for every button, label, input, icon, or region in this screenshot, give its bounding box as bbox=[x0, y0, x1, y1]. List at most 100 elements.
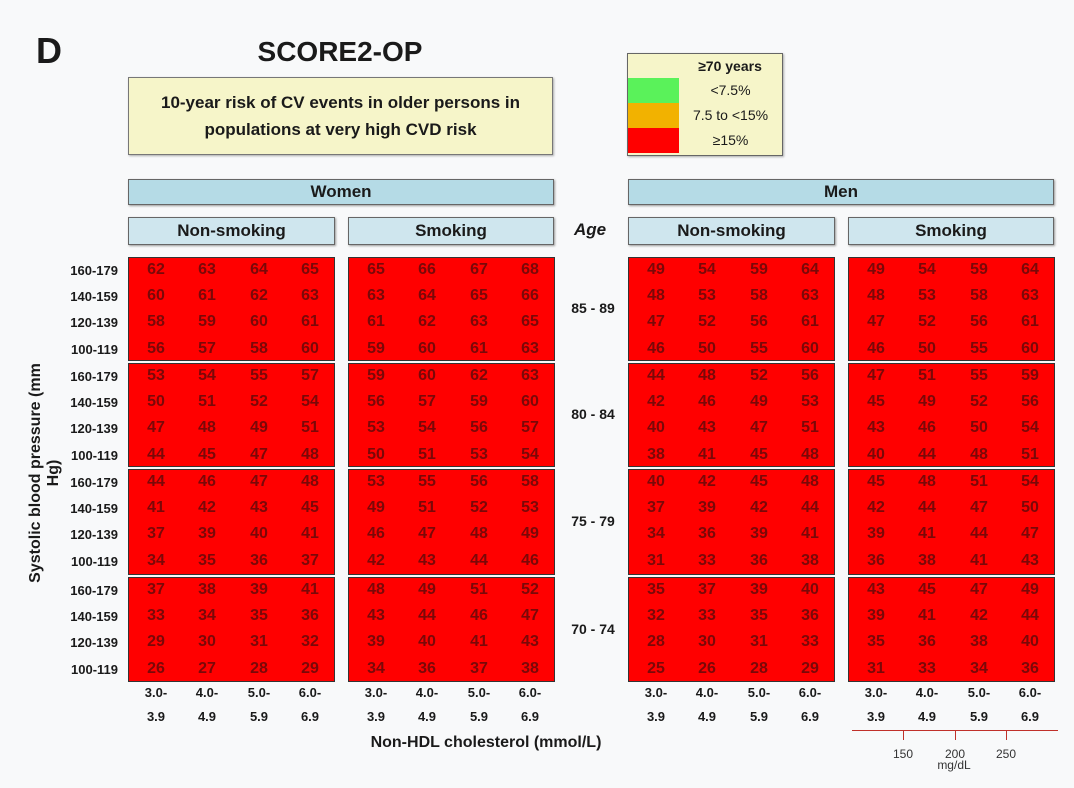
chart-title: SCORE2-OP bbox=[257, 36, 423, 67]
risk-cell: 62 bbox=[418, 313, 436, 331]
risk-block bbox=[348, 257, 555, 361]
risk-cell: 29 bbox=[801, 659, 819, 677]
risk-cell: 38 bbox=[647, 445, 665, 463]
risk-cell: 35 bbox=[867, 633, 885, 651]
risk-cell: 51 bbox=[801, 419, 819, 437]
risk-cell: 55 bbox=[970, 339, 988, 357]
risk-block bbox=[628, 469, 835, 575]
risk-cell: 60 bbox=[418, 339, 436, 357]
risk-cell: 68 bbox=[521, 261, 539, 278]
risk-cell: 63 bbox=[470, 313, 488, 331]
risk-cell: 56 bbox=[970, 313, 988, 331]
risk-cell: 35 bbox=[750, 607, 768, 625]
risk-block bbox=[848, 363, 1055, 467]
risk-cell: 48 bbox=[198, 419, 216, 437]
risk-cell: 39 bbox=[198, 525, 216, 543]
risk-cell: 26 bbox=[147, 659, 165, 677]
risk-cell: 51 bbox=[470, 581, 488, 598]
risk-cell: 41 bbox=[801, 525, 819, 543]
risk-cell: 38 bbox=[970, 633, 988, 651]
risk-cell: 54 bbox=[918, 261, 936, 278]
risk-cell: 36 bbox=[867, 551, 885, 569]
risk-cell: 61 bbox=[470, 339, 488, 357]
risk-cell: 29 bbox=[301, 659, 319, 677]
risk-cell: 62 bbox=[147, 261, 165, 278]
risk-cell: 49 bbox=[250, 419, 268, 437]
risk-cell: 52 bbox=[918, 313, 936, 331]
risk-cell: 46 bbox=[521, 551, 539, 569]
sbp-tick-label: 160-179 bbox=[70, 475, 118, 490]
risk-cell: 54 bbox=[521, 445, 539, 463]
risk-cell: 58 bbox=[521, 473, 539, 490]
risk-cell: 42 bbox=[750, 499, 768, 517]
risk-block bbox=[628, 257, 835, 361]
sbp-tick-label: 120-139 bbox=[70, 635, 118, 651]
risk-cell: 48 bbox=[970, 445, 988, 463]
risk-cell: 35 bbox=[198, 551, 216, 569]
risk-cell: 50 bbox=[918, 339, 936, 357]
risk-cell: 65 bbox=[470, 287, 488, 305]
risk-cell: 31 bbox=[867, 659, 885, 677]
risk-cell: 43 bbox=[250, 499, 268, 517]
risk-cell: 50 bbox=[1021, 499, 1039, 517]
risk-cell: 55 bbox=[970, 367, 988, 384]
risk-cell: 49 bbox=[918, 393, 936, 411]
risk-cell: 34 bbox=[970, 659, 988, 677]
risk-cell: 36 bbox=[418, 659, 436, 677]
risk-cell: 37 bbox=[470, 659, 488, 677]
header-women: Women bbox=[128, 179, 554, 205]
age-group-label: 85 - 89 bbox=[571, 300, 615, 316]
cholesterol-tick-label: 3.0- bbox=[644, 685, 668, 700]
risk-cell: 56 bbox=[750, 313, 768, 331]
risk-cell: 36 bbox=[801, 607, 819, 625]
risk-cell: 63 bbox=[301, 287, 319, 305]
risk-cell: 51 bbox=[918, 367, 936, 384]
risk-block bbox=[128, 257, 335, 361]
risk-cell: 58 bbox=[147, 313, 165, 331]
risk-cell: 34 bbox=[147, 551, 165, 569]
risk-cell: 48 bbox=[301, 473, 319, 490]
sbp-tick-label: 100-119 bbox=[71, 447, 118, 463]
risk-cell: 37 bbox=[147, 581, 165, 598]
age-header: Age bbox=[573, 220, 607, 239]
risk-cell: 60 bbox=[801, 339, 819, 357]
risk-cell: 41 bbox=[147, 499, 165, 517]
sbp-tick-label: 160-179 bbox=[70, 583, 118, 598]
risk-cell: 60 bbox=[147, 287, 165, 305]
header-men: Men bbox=[628, 179, 1054, 205]
risk-cell: 27 bbox=[198, 659, 216, 677]
risk-cell: 64 bbox=[250, 261, 268, 278]
risk-cell: 53 bbox=[367, 473, 385, 490]
risk-cell: 41 bbox=[970, 551, 988, 569]
risk-block bbox=[848, 577, 1055, 682]
risk-cell: 54 bbox=[198, 367, 216, 384]
risk-cell: 60 bbox=[250, 313, 268, 331]
risk-cell: 62 bbox=[250, 287, 268, 305]
risk-cell: 59 bbox=[367, 339, 385, 357]
mgdl-tick-label: 200 bbox=[944, 747, 966, 761]
mgdl-tick-label: 250 bbox=[995, 747, 1017, 761]
risk-cell: 46 bbox=[470, 607, 488, 625]
risk-cell: 47 bbox=[970, 581, 988, 598]
risk-cell: 28 bbox=[250, 659, 268, 677]
risk-cell: 28 bbox=[647, 633, 665, 651]
risk-cell: 48 bbox=[801, 473, 819, 490]
sbp-tick-label: 160-179 bbox=[70, 263, 118, 278]
mgdl-tick bbox=[955, 730, 956, 740]
panel-letter: D bbox=[36, 30, 62, 71]
risk-cell: 53 bbox=[521, 499, 539, 517]
cholesterol-tick-label: 4.9 bbox=[917, 709, 937, 724]
cholesterol-tick-label: 5.9 bbox=[469, 709, 489, 724]
cholesterol-tick-label: 3.0- bbox=[144, 685, 168, 700]
risk-cell: 36 bbox=[301, 607, 319, 625]
risk-cell: 55 bbox=[750, 339, 768, 357]
risk-cell: 50 bbox=[970, 419, 988, 437]
risk-cell: 30 bbox=[198, 633, 216, 651]
risk-cell: 57 bbox=[521, 419, 539, 437]
risk-cell: 45 bbox=[301, 499, 319, 517]
risk-cell: 39 bbox=[750, 525, 768, 543]
risk-cell: 40 bbox=[250, 525, 268, 543]
risk-cell: 38 bbox=[801, 551, 819, 569]
risk-cell: 59 bbox=[970, 261, 988, 278]
risk-cell: 35 bbox=[647, 581, 665, 598]
